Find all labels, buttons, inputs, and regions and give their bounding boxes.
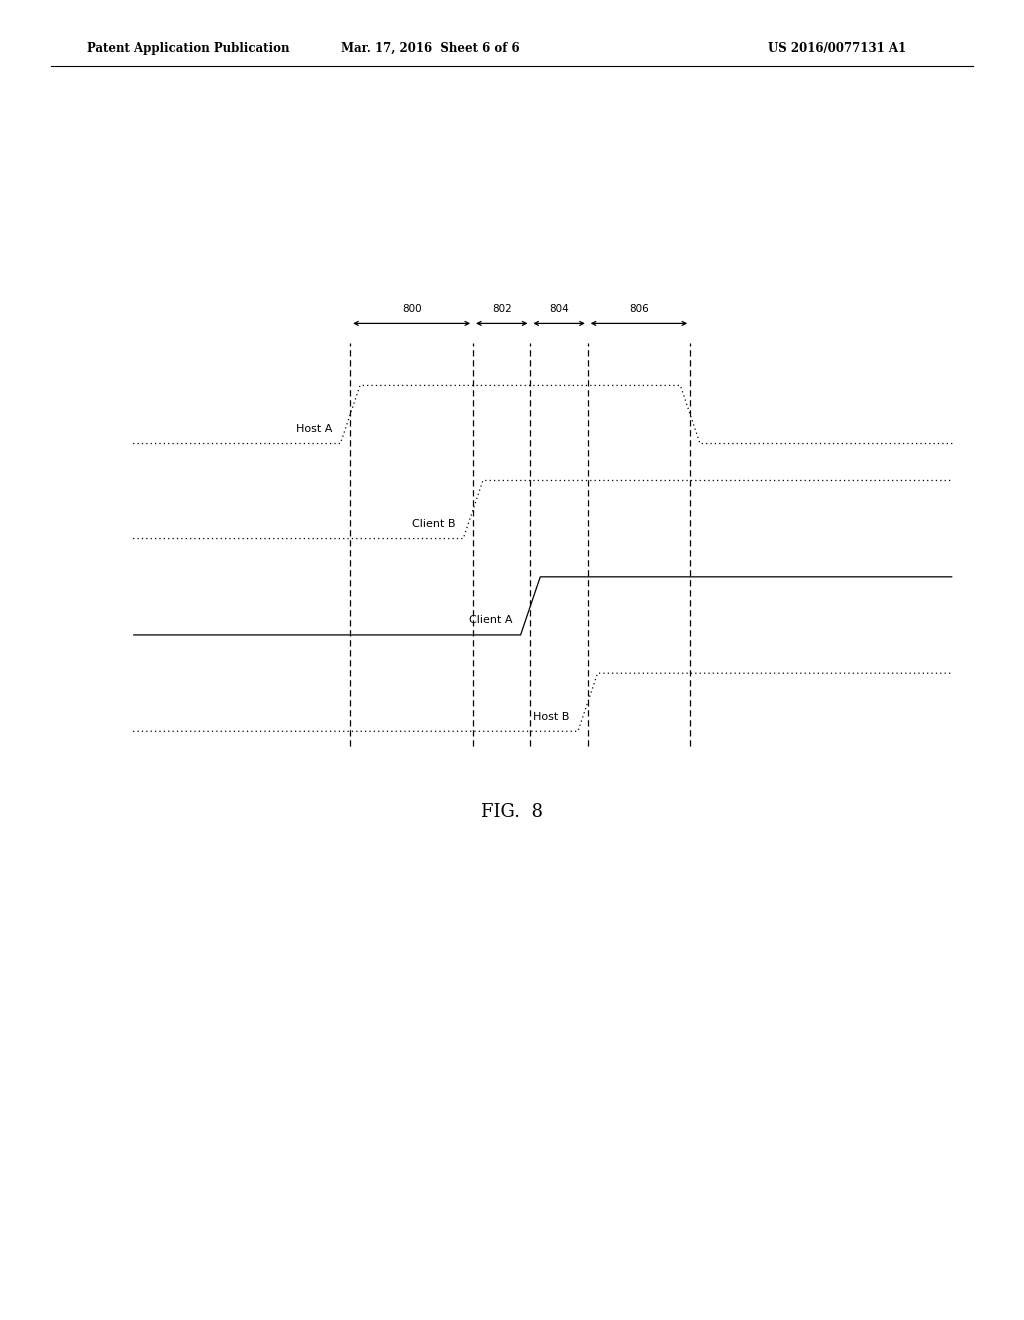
- Text: US 2016/0077131 A1: US 2016/0077131 A1: [768, 42, 906, 54]
- Text: FIG.  8: FIG. 8: [481, 803, 543, 821]
- Text: 806: 806: [629, 304, 649, 314]
- Text: Client A: Client A: [469, 615, 512, 626]
- Text: Patent Application Publication: Patent Application Publication: [87, 42, 290, 54]
- Text: Mar. 17, 2016  Sheet 6 of 6: Mar. 17, 2016 Sheet 6 of 6: [341, 42, 519, 54]
- Text: 802: 802: [492, 304, 512, 314]
- Text: 800: 800: [401, 304, 422, 314]
- Text: Client B: Client B: [412, 519, 455, 529]
- Text: 804: 804: [549, 304, 569, 314]
- Text: Host A: Host A: [296, 424, 332, 434]
- Text: Host B: Host B: [534, 711, 569, 722]
